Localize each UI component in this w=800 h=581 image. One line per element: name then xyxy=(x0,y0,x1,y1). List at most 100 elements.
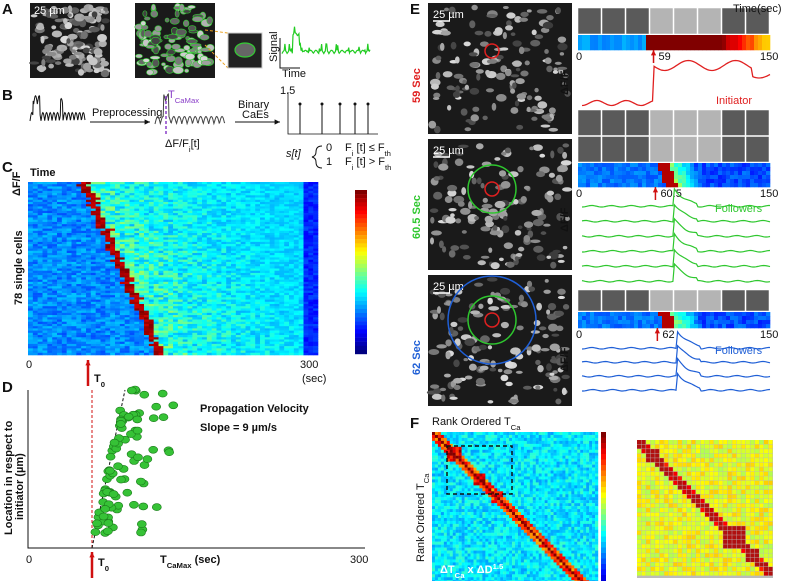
heatmap-cell xyxy=(61,201,67,205)
heatmap-cell xyxy=(308,199,314,203)
heatmap-cell xyxy=(250,244,256,247)
heatmap-cell xyxy=(66,290,72,294)
heatmap-cell xyxy=(202,215,208,218)
heatmap-cell xyxy=(221,217,227,221)
heatmap-cell xyxy=(158,259,164,263)
heatmap-cell xyxy=(308,339,314,342)
heatmap-cell xyxy=(129,335,135,338)
heatmap-cell xyxy=(289,241,295,245)
heatmap-cell xyxy=(42,266,48,269)
heatmap-cell xyxy=(250,292,256,296)
heatmap-cell xyxy=(298,295,304,298)
heatmap-cell xyxy=(206,204,212,207)
heatmap-cell xyxy=(255,303,261,307)
heatmap-cell xyxy=(177,330,183,334)
heatmap-cell xyxy=(284,319,290,323)
heatmap-cell xyxy=(134,346,140,349)
heatmap-cell xyxy=(192,184,198,187)
heatmap-cell xyxy=(202,255,208,258)
heatmap-cell xyxy=(293,206,299,209)
heatmap-cell xyxy=(100,228,106,232)
heatmap-cell xyxy=(42,204,48,207)
heatmap-cell xyxy=(187,284,193,287)
heatmap-cell xyxy=(86,270,92,274)
text-part: ΔF/F xyxy=(165,138,189,150)
heatmap-cell xyxy=(293,332,299,336)
heatmap-cell xyxy=(269,197,275,201)
heatmap-cell xyxy=(32,335,38,338)
heatmap-cell xyxy=(313,264,319,267)
heatmap-cell xyxy=(158,264,164,267)
heatmap-cell xyxy=(284,321,290,325)
heatmap-cell xyxy=(158,277,164,280)
heatmap-cell xyxy=(163,244,169,247)
heatmap-cell xyxy=(66,250,72,254)
heatmap-cell xyxy=(148,341,154,345)
heatmap-cell xyxy=(158,184,164,187)
heatmap-cell xyxy=(90,339,96,342)
heatmap-cell xyxy=(264,346,270,349)
cell xyxy=(45,59,56,63)
heatmap-cell xyxy=(279,241,285,245)
heatmap-cell xyxy=(52,259,58,263)
heatmap-cell xyxy=(187,206,193,209)
heatmap-cell xyxy=(129,284,135,287)
heatmap-cell xyxy=(226,190,232,194)
heatmap-cell xyxy=(298,184,304,187)
heatmap-cell xyxy=(168,341,174,345)
heatmap-cell xyxy=(115,219,121,223)
heatmap-cell xyxy=(110,270,116,274)
heatmap-cell xyxy=(81,330,87,334)
heatmap-cell xyxy=(52,281,58,285)
heatmap-cell xyxy=(105,323,111,327)
heatmap-cell xyxy=(245,264,251,267)
heatmap-cell xyxy=(211,288,217,291)
heatmap-cell xyxy=(284,219,290,223)
heatmap-cell xyxy=(115,335,121,338)
heatmap-cell xyxy=(52,244,58,247)
heatmap-cell xyxy=(119,237,125,240)
heatmap-cell xyxy=(148,335,154,338)
heatmap-cell xyxy=(81,241,87,245)
heatmap-cell xyxy=(216,217,222,221)
heatmap-cell xyxy=(168,279,174,283)
heatmap-cell xyxy=(250,255,256,258)
heatmap-cell xyxy=(95,213,101,216)
heatmap-cell xyxy=(284,206,290,209)
heatmap-cell xyxy=(182,235,188,238)
heatmap-cell xyxy=(235,295,241,298)
heatmap-cell xyxy=(57,290,63,294)
heatmap-cell xyxy=(110,259,116,263)
heatmap-cell xyxy=(144,224,150,227)
heatmap-cell xyxy=(240,326,246,329)
heatmap-cell xyxy=(129,233,135,236)
heatmap-cell xyxy=(235,279,241,283)
heatmap-cell xyxy=(313,228,319,232)
heatmap-cell xyxy=(269,208,275,212)
heatmap-cell xyxy=(231,284,237,287)
heatmap-cell xyxy=(313,290,319,294)
heatmap-cell xyxy=(293,317,299,320)
heatmap-cell xyxy=(308,206,314,209)
heatmap-cell xyxy=(206,244,212,247)
heatmap-cell xyxy=(202,279,208,283)
heatmap-cell xyxy=(289,343,295,347)
heatmap-cell xyxy=(289,272,295,276)
cell xyxy=(91,11,98,18)
heatmap-cell xyxy=(255,270,261,274)
heatmap-cell xyxy=(110,239,116,243)
heatmap-cell xyxy=(298,188,304,192)
heatmap-cell xyxy=(110,272,116,276)
heatmap-cell xyxy=(221,215,227,218)
heatmap-cell xyxy=(298,290,304,294)
heatmap-cell xyxy=(303,341,309,345)
heatmap-cell xyxy=(148,197,154,201)
heatmap-cell xyxy=(37,303,43,307)
heatmap-cell xyxy=(134,326,140,329)
heatmap-cell xyxy=(163,286,169,289)
heatmap-cell xyxy=(211,306,217,309)
heatmap-cell xyxy=(303,270,309,274)
heatmap-cell xyxy=(124,195,130,198)
heatmap-cell xyxy=(197,266,203,269)
heatmap-cell xyxy=(173,182,179,185)
